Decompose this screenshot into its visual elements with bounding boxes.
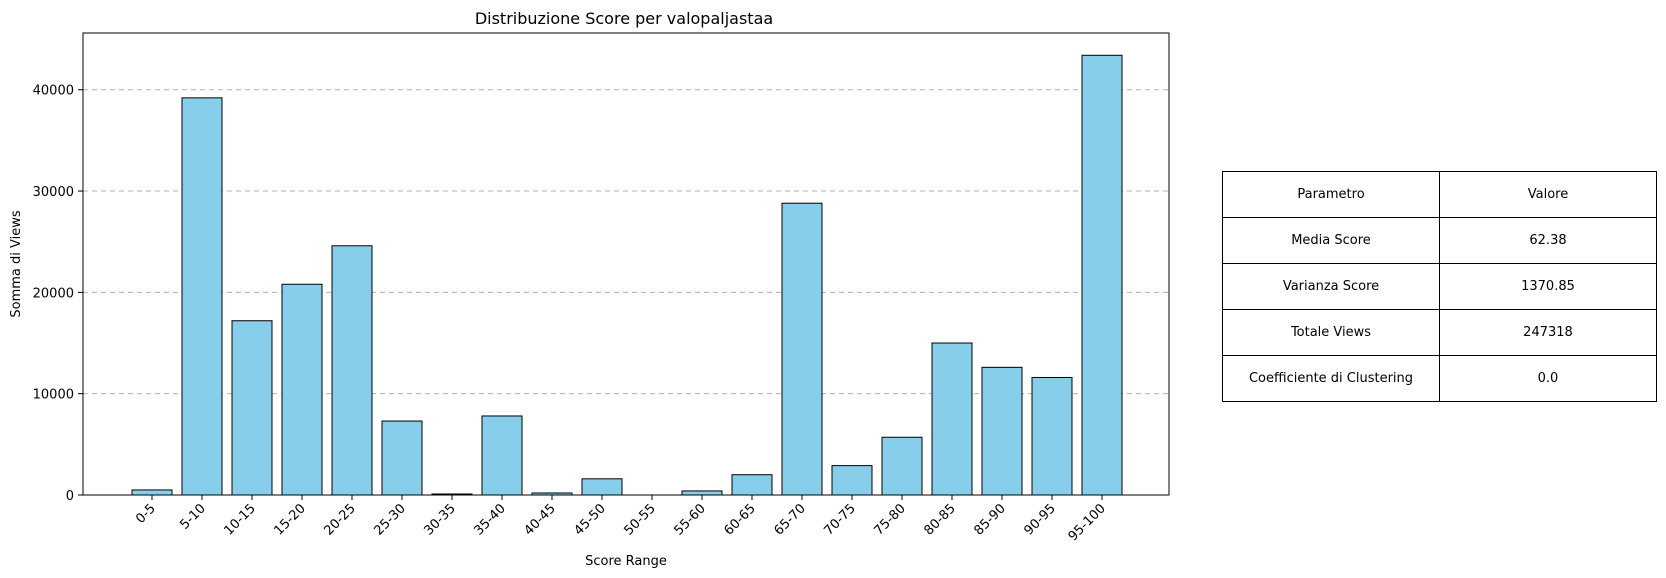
bar	[481, 415, 523, 496]
table-cell: 62.38	[1439, 217, 1657, 264]
bar	[331, 245, 373, 496]
stats-table: Parametro Valore Media Score 62.38 Varia…	[1222, 171, 1657, 402]
x-tick-label: 55-60	[672, 501, 709, 538]
bar	[181, 97, 223, 496]
bar	[1031, 376, 1073, 496]
x-tick-label: 15-20	[272, 501, 309, 538]
x-tick-label: 90-95	[1022, 501, 1059, 538]
table-cell: 1370.85	[1439, 263, 1657, 310]
bar	[681, 490, 723, 496]
x-tick-label: 65-70	[772, 501, 809, 538]
x-tick-label: 75-80	[872, 501, 909, 538]
table-header-row: Parametro Valore	[1222, 171, 1657, 218]
bar	[981, 366, 1023, 496]
x-tick-label: 95-100	[1066, 501, 1109, 544]
x-tick-label: 40-45	[522, 501, 559, 538]
x-tick-label: 0-5	[133, 501, 159, 527]
x-tick-label: 50-55	[622, 501, 659, 538]
plot-frame	[82, 32, 1170, 496]
table-row: Totale Views 247318	[1222, 309, 1657, 356]
y-tick-label: 30000	[33, 185, 74, 200]
table-header-cell: Parametro	[1222, 171, 1440, 218]
x-tick-label: 45-50	[572, 501, 609, 538]
table-cell: 0.0	[1439, 355, 1657, 402]
table-row: Media Score 62.38	[1222, 217, 1657, 264]
bar	[1081, 54, 1123, 496]
bar	[281, 283, 323, 496]
y-tick-label: 10000	[33, 388, 74, 403]
y-axis: 0 10000 20000 30000 40000	[33, 84, 83, 504]
x-axis: 0-5 5-10 10-15 15-20 20-25 25-30 30-35 35-40 40-…	[133, 495, 1109, 544]
table-cell: 247318	[1439, 309, 1657, 356]
bar	[881, 436, 923, 496]
x-tick-label: 85-90	[972, 501, 1009, 538]
x-tick-label: 80-85	[922, 501, 959, 538]
bars	[131, 54, 1123, 496]
x-tick-label: 10-15	[222, 501, 259, 538]
y-tick-label: 40000	[33, 84, 74, 99]
x-tick-label: 25-30	[372, 501, 409, 538]
x-tick-label: 5-10	[177, 501, 208, 532]
bar	[131, 489, 173, 496]
y-axis-label: Somma di Views	[9, 210, 24, 317]
table-row: Varianza Score 1370.85	[1222, 263, 1657, 310]
table-cell: Totale Views	[1222, 309, 1440, 356]
table-row: Coefficiente di Clustering 0.0	[1222, 355, 1657, 402]
bar	[581, 478, 623, 496]
bar	[231, 320, 273, 496]
table-header-cell: Valore	[1439, 171, 1657, 218]
y-tick-label: 20000	[33, 286, 74, 301]
bar	[731, 474, 773, 496]
table-cell: Media Score	[1222, 217, 1440, 264]
bar	[381, 420, 423, 496]
chart-title: Distribuzione Score per valopaljastaa	[475, 9, 773, 28]
x-tick-label: 35-40	[472, 501, 509, 538]
x-tick-label: 70-75	[822, 501, 859, 538]
bar	[931, 342, 973, 496]
table-cell: Varianza Score	[1222, 263, 1440, 310]
x-tick-label: 30-35	[422, 501, 459, 538]
bar	[831, 465, 873, 496]
y-tick-label: 0	[66, 489, 74, 504]
x-tick-label: 60-65	[722, 501, 759, 538]
table-cell: Coefficiente di Clustering	[1222, 355, 1440, 402]
x-axis-label: Score Range	[585, 554, 667, 569]
bar	[781, 202, 823, 496]
x-tick-label: 20-25	[322, 501, 359, 538]
